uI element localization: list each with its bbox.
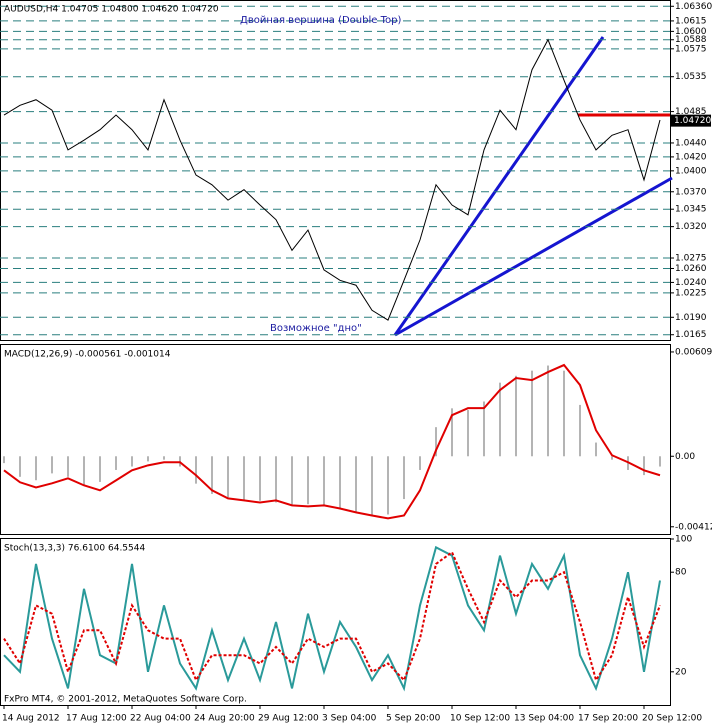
y-tick-label: 20 <box>675 667 687 677</box>
histogram-bar <box>83 456 85 486</box>
y-tick-label: 1.0320 <box>675 222 707 232</box>
histogram-bar <box>499 382 501 457</box>
histogram-bar <box>35 456 37 481</box>
y-tick-label: 100 <box>675 535 692 545</box>
x-tick-label: 20 Sep 12:00 <box>642 714 702 724</box>
histogram-bar <box>451 408 453 457</box>
histogram-bar <box>595 442 597 457</box>
panel-title: AUDUSD,H4 1.04705 1.04800 1.04620 1.0472… <box>4 5 219 15</box>
histogram-bar <box>563 370 565 457</box>
annotation: Двойная вершина (Double Top) <box>240 15 401 26</box>
y-tick-label: 1.0190 <box>675 313 707 323</box>
y-tick-label: 1.0535 <box>675 72 707 82</box>
histogram-bar <box>483 401 485 457</box>
histogram-bar <box>339 456 341 510</box>
y-tick-label: 1.0275 <box>675 254 707 264</box>
y-tick-label: 1.0225 <box>675 288 707 298</box>
panel-title: MACD(12,26,9) -0.000561 -0.001014 <box>4 350 171 360</box>
footer: FxPro MT4, © 2001-2012, MetaQuotes Softw… <box>4 695 247 705</box>
x-tick-label: 17 Sep 20:00 <box>578 714 638 724</box>
histogram-bar <box>243 456 245 501</box>
y-tick-label: 1.0485 <box>675 107 707 117</box>
histogram-bar <box>195 456 197 484</box>
y-tick-label: 1.0240 <box>675 278 707 288</box>
histogram-bar <box>291 456 293 506</box>
x-tick-label: 17 Aug 12:00 <box>66 714 127 724</box>
y-tick-label: 0.00 <box>675 452 695 462</box>
y-tick-label: 1.0345 <box>675 205 707 215</box>
histogram-bar <box>323 456 325 506</box>
histogram-bar <box>435 427 437 457</box>
y-tick-label: 1.0260 <box>675 264 707 274</box>
last-price-label: 1.04720 <box>674 116 711 126</box>
histogram-bar <box>211 456 213 494</box>
x-tick-label: 22 Aug 04:00 <box>130 714 191 724</box>
indicator-line <box>3 363 661 520</box>
panel-title: Stoch(13,3,3) 76.6100 64.5544 <box>4 544 145 554</box>
histogram-bar <box>3 456 5 464</box>
histogram-bar <box>659 456 661 467</box>
y-tick-label: 80 <box>675 568 687 578</box>
histogram-bar <box>355 456 357 513</box>
histogram-bar <box>51 456 53 474</box>
histogram-bar <box>275 456 277 503</box>
histogram-bar <box>531 370 533 457</box>
y-tick-label: 1.06360 <box>675 2 712 12</box>
y-tick-label: 1.0440 <box>675 138 707 148</box>
indicator-line <box>3 545 661 692</box>
x-tick-label: 10 Sep 12:00 <box>450 714 510 724</box>
x-tick-label: 13 Sep 04:00 <box>514 714 574 724</box>
x-tick-label: 24 Aug 20:00 <box>194 714 255 724</box>
x-tick-label: 5 Sep 20:00 <box>386 714 441 724</box>
histogram-bar <box>259 456 261 501</box>
y-tick-label: 1.0370 <box>675 187 707 197</box>
histogram-bar <box>307 456 309 505</box>
y-tick-label: -0.00412 <box>675 522 712 532</box>
price-line <box>3 38 661 321</box>
macd-panel <box>0 344 671 535</box>
histogram-bar <box>547 365 549 457</box>
histogram-bar <box>643 456 645 476</box>
histogram-bar <box>611 456 613 460</box>
histogram-bar <box>115 456 117 470</box>
histogram-bar <box>515 375 517 457</box>
histogram-bar <box>467 410 469 457</box>
trend-line <box>394 176 673 337</box>
y-tick-label: 1.0600 <box>675 27 707 37</box>
histogram-bar <box>403 456 405 500</box>
histogram-bar <box>371 456 373 517</box>
last-price-box <box>671 114 711 127</box>
histogram-bar <box>227 456 229 498</box>
y-tick-label: 1.0588 <box>675 35 707 45</box>
indicator-line <box>3 550 661 683</box>
histogram-bar <box>163 456 165 460</box>
histogram-bar <box>19 456 21 477</box>
histogram-bar <box>579 404 581 457</box>
histogram-bar <box>99 456 101 482</box>
y-tick-label: 1.0165 <box>675 330 707 340</box>
histogram-bar <box>131 456 133 467</box>
y-tick-label: 1.0420 <box>675 152 707 162</box>
histogram-bar <box>67 456 69 477</box>
y-tick-label: 1.0400 <box>675 166 707 176</box>
annotation: Возможное "дно" <box>270 323 362 334</box>
y-tick-label: 0.006094 <box>675 347 712 357</box>
histogram-bar <box>147 456 149 462</box>
x-tick-label: 3 Sep 04:00 <box>322 714 377 724</box>
trend-line <box>393 36 605 336</box>
stoch-panel <box>0 538 671 706</box>
x-tick-label: 29 Aug 12:00 <box>258 714 319 724</box>
histogram-bar <box>419 456 421 470</box>
y-tick-label: 1.0615 <box>675 16 707 26</box>
histogram-bar <box>387 456 389 515</box>
x-tick-label: 14 Aug 2012 <box>2 714 60 724</box>
y-tick-label: 1.0575 <box>675 44 707 54</box>
